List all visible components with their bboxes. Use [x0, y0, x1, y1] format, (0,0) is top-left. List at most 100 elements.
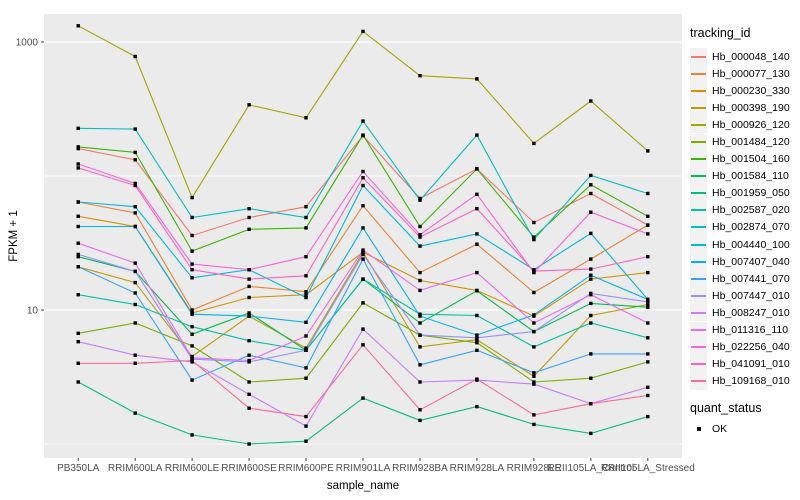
data-point [190, 433, 194, 437]
data-point [133, 211, 137, 215]
data-point [361, 327, 365, 331]
legend-item-label: Hb_001484_120 [712, 136, 790, 149]
legend-item-label: Hb_007447_010 [712, 289, 790, 302]
data-point [304, 295, 308, 300]
data-point [76, 361, 80, 365]
legend-key [690, 304, 707, 322]
data-point [418, 198, 422, 202]
data-point [589, 210, 593, 214]
x-tick-label: RRIM600LE [165, 463, 220, 474]
data-point [190, 195, 194, 200]
data-point [418, 408, 422, 412]
data-point [247, 314, 251, 318]
data-point [589, 183, 593, 187]
data-point [475, 377, 479, 381]
x-tick-labels: PB350LA RRIM600LA RRIM600LE RRIM600SE RRIM60… [57, 463, 695, 474]
data-point [304, 226, 308, 230]
legend-item-Hb_001504_160: Hb_001504_160 [690, 150, 800, 168]
legend-item-label: Hb_008247_010 [712, 306, 790, 319]
data-point [190, 233, 194, 238]
data-point [532, 220, 536, 225]
legend-key [690, 116, 707, 134]
data-point [418, 196, 422, 201]
data-point [361, 133, 365, 137]
legend-item-label: Hb_109168_010 [712, 375, 790, 388]
data-point [418, 312, 422, 316]
data-point [133, 302, 137, 307]
x-tick-label: RRIM928BA [392, 463, 448, 474]
line-swatch-icon [691, 363, 706, 366]
data-point [475, 404, 479, 409]
y-axis-title: FPKM + 1 [8, 210, 20, 262]
data-point [190, 268, 194, 272]
data-point [76, 241, 80, 245]
legend-item-Hb_001584_110: Hb_001584_110 [690, 167, 800, 185]
data-point [646, 352, 650, 356]
data-point [589, 191, 593, 196]
data-point [247, 339, 251, 343]
data-point [475, 207, 479, 211]
data-point [304, 366, 308, 370]
data-point [646, 191, 650, 196]
line-swatch-icon [691, 89, 706, 92]
legend-item-Hb_007407_040: Hb_007407_040 [690, 253, 800, 271]
legend-key [690, 270, 707, 288]
legend-item-Hb_007441_070: Hb_007441_070 [690, 270, 800, 288]
legend-key [690, 150, 707, 168]
legend-key [690, 218, 707, 236]
data-point [532, 345, 536, 349]
data-point [76, 340, 80, 344]
legend-item-label: Hb_007407_040 [712, 255, 790, 268]
data-point [532, 380, 536, 384]
data-point [589, 293, 593, 297]
line-swatch-icon [691, 158, 706, 161]
legend-key [690, 133, 707, 151]
data-point [532, 141, 536, 146]
data-point [76, 166, 80, 170]
line-swatch-icon [691, 277, 706, 280]
data-point [133, 361, 137, 365]
data-point [418, 363, 422, 367]
data-point [475, 133, 479, 137]
data-point [589, 173, 593, 178]
data-point [361, 250, 365, 254]
data-point [532, 313, 536, 317]
data-point [646, 385, 650, 389]
legend-item-label: Hb_007441_070 [712, 272, 790, 285]
data-point [532, 422, 536, 427]
data-point [532, 237, 536, 242]
data-point [304, 348, 308, 352]
legend-key [690, 321, 707, 339]
data-point [475, 336, 479, 340]
data-point [589, 376, 593, 380]
data-point [589, 231, 593, 236]
data-point [190, 356, 194, 360]
data-point [76, 145, 80, 149]
data-point [418, 224, 422, 229]
data-point [304, 424, 308, 428]
legend-item-Hb_007447_010: Hb_007447_010 [690, 287, 800, 305]
x-tick-label: RRIM928LA [450, 463, 505, 474]
data-point [304, 376, 308, 380]
x-tick-label: RRIM600LA [108, 463, 163, 474]
data-point [304, 116, 308, 120]
data-point [361, 252, 365, 257]
data-point [475, 232, 479, 236]
data-point [418, 288, 422, 293]
legend-item-label: Hb_004440_100 [712, 238, 790, 251]
data-point [589, 321, 593, 325]
data-point [133, 158, 137, 162]
data-point [247, 353, 251, 357]
data-point [76, 252, 80, 257]
data-point [304, 346, 308, 350]
data-point [304, 334, 308, 338]
data-point [589, 431, 593, 436]
line-swatch-icon [691, 106, 706, 109]
data-point [361, 248, 365, 252]
data-point [190, 312, 194, 316]
data-point [532, 269, 536, 273]
data-point [475, 333, 479, 337]
data-point [247, 295, 251, 300]
legend-key [690, 355, 707, 373]
